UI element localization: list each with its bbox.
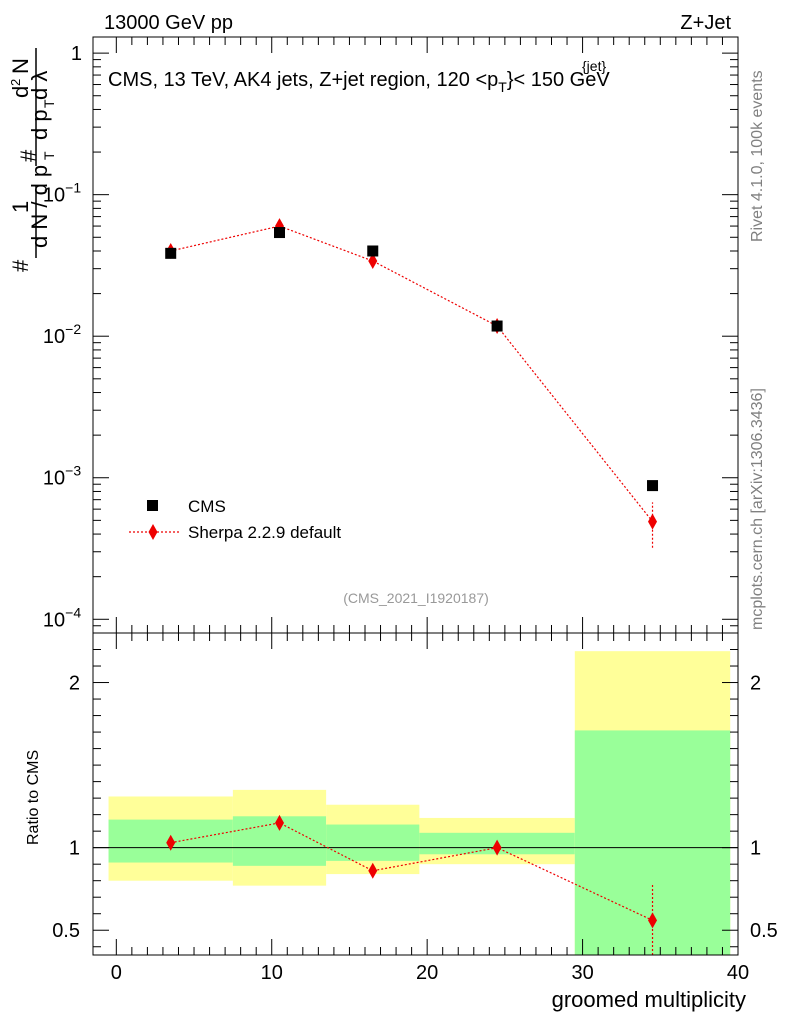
mcplots-label: mcplots.cern.ch [arXiv:1306.3436] (749, 388, 766, 630)
ratio-y-tick-label-right: 0.5 (750, 920, 778, 942)
upper-y-tick-label: 10−3 (43, 463, 81, 490)
ratio-y-tick-label-left: 2 (69, 673, 80, 695)
analysis-id: (CMS_2021_I1920187) (343, 590, 489, 606)
svg-text:#: # (16, 149, 41, 162)
rivet-label: Rivet 4.1.0, 100k events (749, 70, 766, 242)
ratio-y-tick-label-right: 2 (750, 673, 761, 695)
legend-cms-marker (147, 500, 158, 511)
upper-panel: 1 10−1 10−2 10−3 10−4 (43, 36, 739, 634)
ratio-band-inner (326, 824, 420, 861)
sherpa-point (368, 252, 378, 269)
header-left: 13000 GeV pp (104, 12, 233, 34)
svg-text:N: N (8, 58, 33, 74)
ratio-point (492, 839, 502, 856)
x-tick-label: 30 (571, 962, 593, 984)
upper-y-axis-label: # d N / d p T # d p T d λ d 2 N 1 (8, 48, 57, 272)
cms-point (165, 247, 177, 259)
ratio-sherpa-line (170, 822, 653, 921)
svg-text:1: 1 (8, 201, 33, 213)
region-label-superscript: {jet} (582, 58, 606, 74)
ratio-frame (92, 632, 739, 956)
x-tick-label: 10 (261, 962, 283, 984)
cms-point (647, 480, 659, 492)
svg-text:#: # (8, 259, 33, 272)
x-tick-label: 40 (727, 962, 749, 984)
cms-point (367, 245, 379, 257)
ratio-y-tick-label-left: 1 (69, 838, 80, 860)
ratio-panel: 0.5 0.5 1 1 2 2 0 10 20 30 40 (52, 632, 778, 984)
legend-cms-label: CMS (188, 497, 226, 516)
svg-text:d: d (8, 86, 33, 98)
x-axis-label: groomed multiplicity (552, 987, 746, 1012)
legend-sherpa-marker (148, 524, 158, 540)
svg-text:2: 2 (8, 79, 23, 86)
region-label: CMS, 13 TeV, AK4 jets, Z+jet region, 120… (108, 69, 610, 95)
cms-point (491, 320, 503, 332)
upper-y-tick-label: 1 (71, 43, 82, 65)
svg-text:T: T (41, 151, 57, 160)
svg-text:d λ: d λ (27, 71, 52, 100)
upper-y-tick-label: 10−1 (43, 180, 81, 207)
sherpa-point (648, 513, 658, 530)
svg-text:d p: d p (27, 109, 52, 140)
ratio-point (648, 912, 658, 929)
ratio-point (166, 834, 176, 851)
header-right: Z+Jet (680, 12, 731, 34)
upper-y-tick-label: 10−4 (43, 604, 81, 631)
legend-sherpa-label: Sherpa 2.2.9 default (188, 523, 341, 542)
ratio-point (275, 814, 285, 831)
ratio-y-tick-label-left: 0.5 (52, 920, 80, 942)
sherpa-line (170, 225, 653, 522)
upper-y-tick-label: 10−2 (43, 321, 81, 348)
svg-text:T: T (41, 99, 57, 108)
x-tick-label: 0 (111, 962, 122, 984)
x-tick-label: 20 (416, 962, 438, 984)
upper-frame (92, 36, 739, 634)
cms-point (274, 227, 286, 239)
ratio-y-tick-label-right: 1 (750, 838, 761, 860)
legend: CMS Sherpa 2.2.9 default (129, 497, 341, 542)
svg-text:d N / d p: d N / d p (27, 165, 52, 248)
ratio-point (368, 862, 378, 879)
ratio-y-axis-label: Ratio to CMS (25, 750, 42, 845)
